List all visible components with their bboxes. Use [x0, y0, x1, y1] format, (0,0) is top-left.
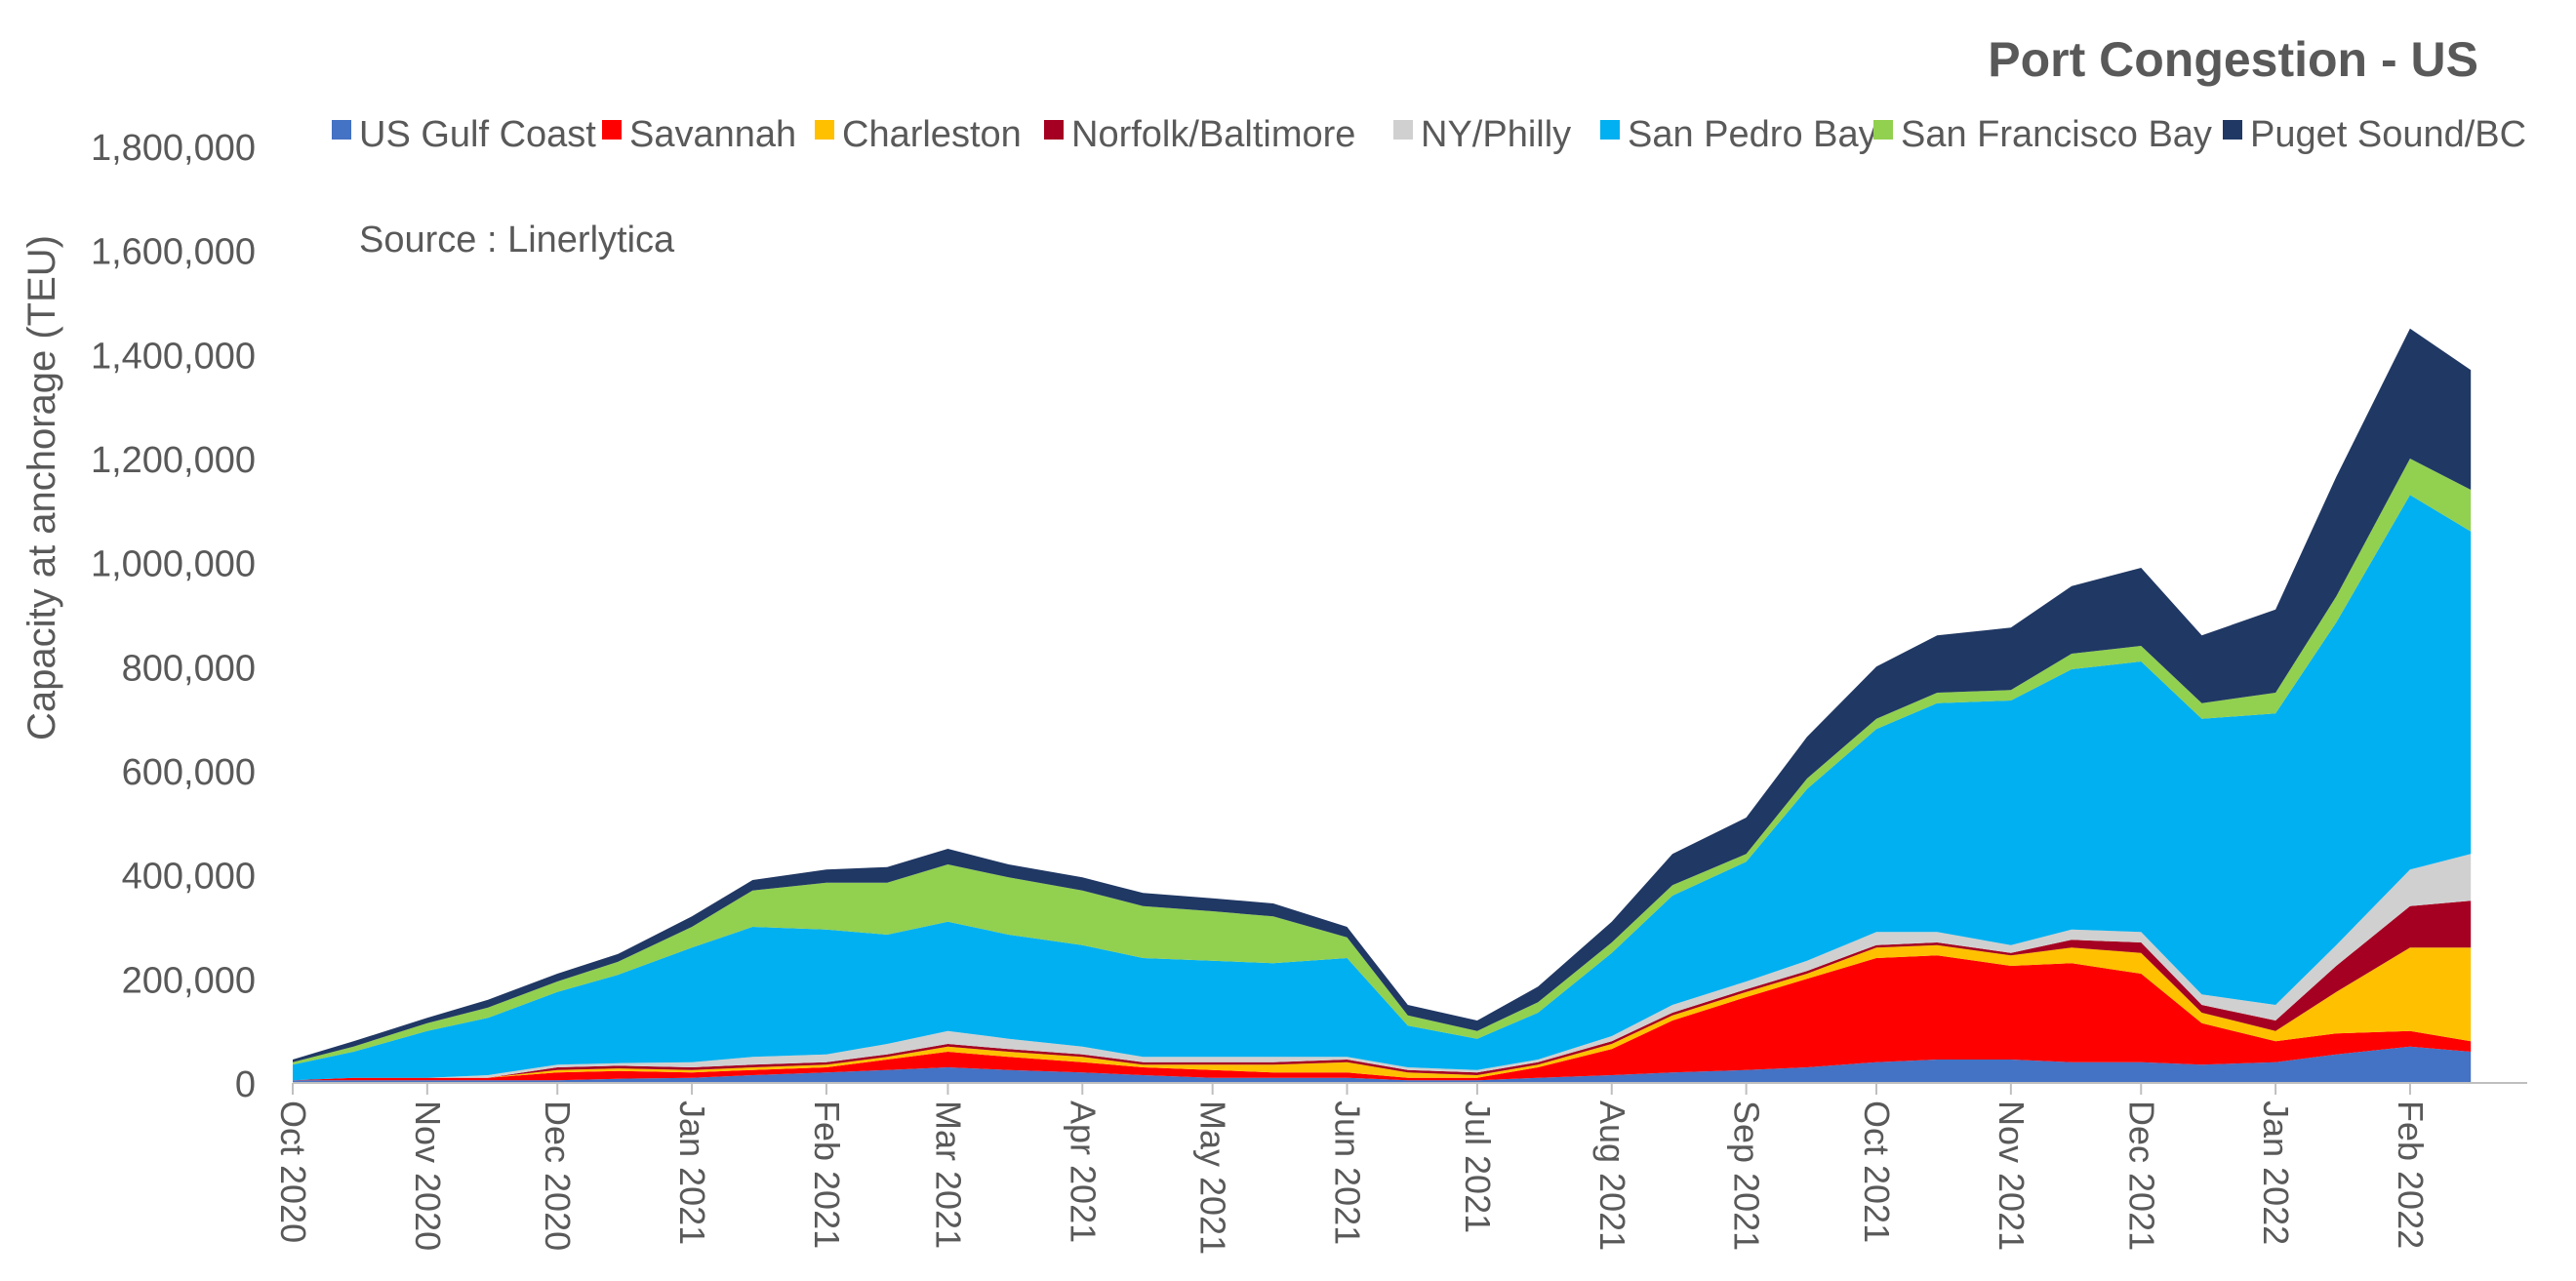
x-tick-label: Feb 2022 — [2391, 1101, 2431, 1249]
legend-label: US Gulf Coast — [359, 114, 596, 155]
legend-label: Norfolk/Baltimore — [1071, 114, 1355, 155]
legend-label: Savannah — [629, 114, 796, 155]
x-tick-label: Feb 2021 — [807, 1101, 847, 1249]
y-axis-label: Capacity at anchorage (TEU) — [20, 235, 63, 741]
x-tick-label: Nov 2021 — [1992, 1101, 2032, 1251]
stacked-areas — [293, 328, 2472, 1083]
y-tick-label: 1,600,000 — [91, 232, 256, 273]
x-tick-label: Sep 2021 — [1727, 1101, 1767, 1251]
legend-swatch — [1873, 120, 1893, 140]
y-tick-label: 800,000 — [122, 648, 256, 689]
x-tick-label: Dec 2021 — [2121, 1101, 2161, 1251]
legend-swatch — [2223, 120, 2242, 140]
y-tick-label: 1,000,000 — [91, 544, 256, 585]
legend-swatch — [602, 120, 622, 140]
area-series-7 — [293, 328, 2472, 1062]
y-tick-label: 1,200,000 — [91, 440, 256, 481]
chart-title: Port Congestion - US — [1988, 32, 2478, 87]
legend-swatch — [1600, 120, 1620, 140]
y-axis-ticks: 1,800,000 1,600,000 1,400,000 1,200,000 1,00… — [91, 128, 256, 1105]
x-tick-label: Apr 2021 — [1063, 1101, 1103, 1243]
x-tick-label: Jan 2021 — [672, 1101, 712, 1245]
y-tick-label: 400,000 — [122, 857, 256, 898]
legend-label: Charleston — [842, 114, 1022, 155]
x-axis-ticks: Oct 2020 Nov 2020 Dec 2020 Jan 2021 Feb 2021… — [273, 1083, 2431, 1255]
legend-label: Puget Sound/BC — [2250, 114, 2526, 155]
legend-label: NY/Philly — [1421, 114, 1571, 155]
x-tick-label: Oct 2020 — [273, 1101, 313, 1243]
area-series-6 — [293, 459, 2472, 1065]
x-tick-label: Jan 2022 — [2256, 1101, 2296, 1245]
area-series-5 — [293, 495, 2472, 1081]
legend-label: San Francisco Bay — [1901, 114, 2212, 155]
legend-swatch — [332, 120, 351, 140]
area-series-1 — [293, 955, 2472, 1081]
y-tick-label: 1,800,000 — [91, 128, 256, 169]
x-tick-label: Mar 2021 — [928, 1101, 968, 1249]
legend: US Gulf Coast Savannah Charleston Norfolk/B… — [332, 114, 2526, 155]
x-tick-label: Dec 2020 — [538, 1101, 578, 1251]
x-tick-label: Nov 2020 — [408, 1101, 448, 1251]
y-tick-label: 200,000 — [122, 960, 256, 1001]
x-tick-label: Oct 2021 — [1857, 1101, 1897, 1243]
x-tick-label: Jun 2021 — [1328, 1101, 1368, 1245]
y-tick-label: 1,400,000 — [91, 336, 256, 377]
y-tick-label: 0 — [235, 1064, 256, 1105]
legend-label: San Pedro Bay — [1628, 114, 1877, 155]
x-tick-label: Jul 2021 — [1458, 1101, 1498, 1233]
legend-swatch — [815, 120, 834, 140]
x-tick-label: Aug 2021 — [1592, 1101, 1632, 1251]
legend-swatch — [1044, 120, 1064, 140]
source-annotation: Source : Linerlytica — [359, 220, 675, 260]
area-series-0 — [293, 1046, 2472, 1083]
x-tick-label: May 2021 — [1193, 1101, 1233, 1255]
legend-swatch — [1393, 120, 1413, 140]
y-tick-label: 600,000 — [122, 752, 256, 793]
